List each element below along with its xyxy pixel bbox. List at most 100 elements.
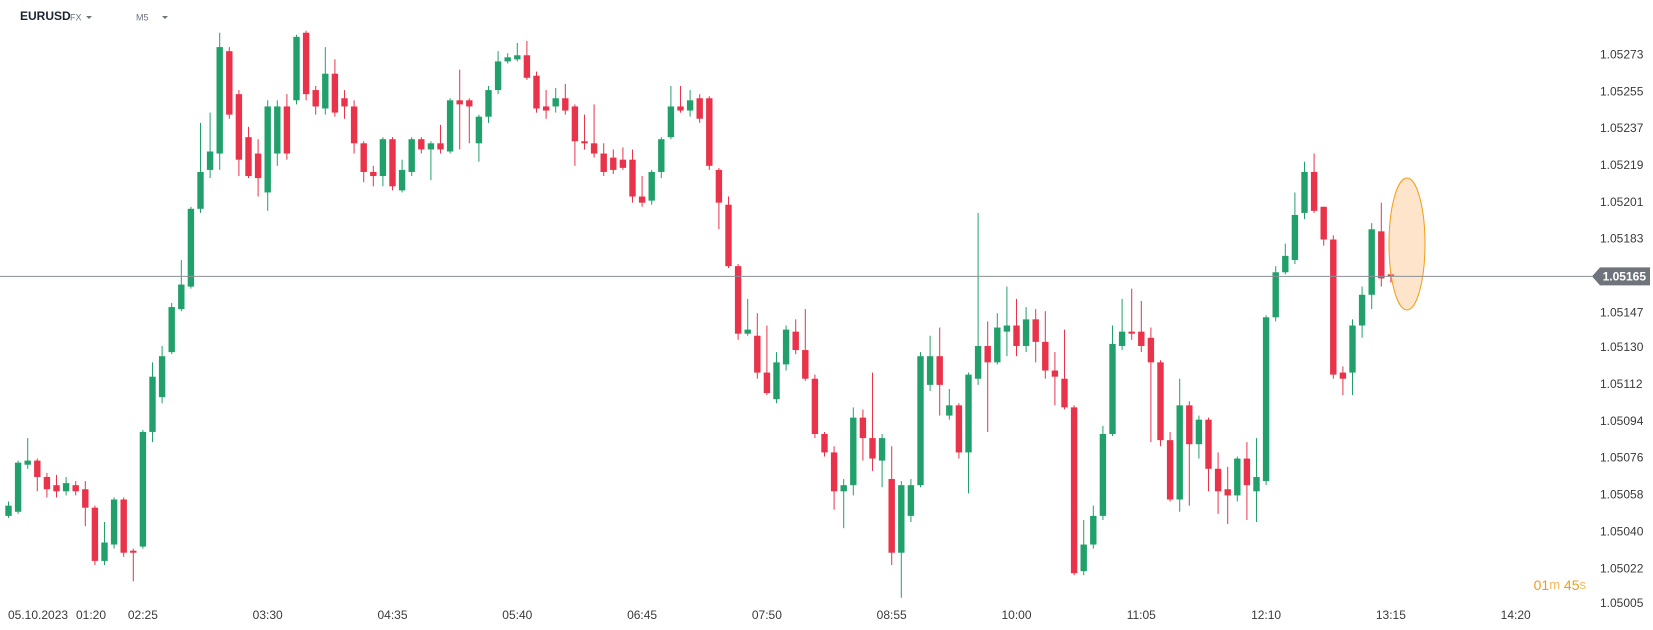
candle-body xyxy=(283,106,291,154)
candle-body xyxy=(446,100,454,152)
candle-body xyxy=(811,378,819,434)
candle-body xyxy=(667,106,675,138)
candle-body xyxy=(869,438,876,459)
candle-body xyxy=(984,345,991,363)
candle-body xyxy=(744,329,751,334)
candle-body xyxy=(677,106,684,111)
candle-body xyxy=(72,485,79,492)
candle-body xyxy=(485,90,492,117)
candle-body xyxy=(206,151,214,170)
candle-body xyxy=(1368,229,1375,295)
candle-body xyxy=(91,507,99,561)
candle-body xyxy=(130,550,137,553)
seconds: 45 xyxy=(1564,577,1580,593)
candle-body xyxy=(830,452,838,492)
current-price-tag xyxy=(1592,267,1650,286)
candle-body xyxy=(638,196,646,203)
y-tick-label: 1.05201 xyxy=(1600,195,1644,209)
x-tick-label: 11:05 xyxy=(1127,608,1156,622)
candle-body xyxy=(1138,331,1145,346)
candle-body xyxy=(1330,239,1337,375)
x-tick-label: 08:55 xyxy=(877,608,907,622)
x-tick-label: 01:20 xyxy=(76,608,106,622)
candle-body xyxy=(466,100,473,107)
candle-body xyxy=(389,139,396,187)
x-tick-label: 07:50 xyxy=(752,608,782,622)
y-tick-label: 1.05058 xyxy=(1600,488,1644,502)
current-price-label: 1.05165 xyxy=(1603,270,1647,284)
candle-body xyxy=(552,98,559,107)
candle-body xyxy=(1022,319,1030,346)
candle-body xyxy=(859,417,867,439)
candle-body xyxy=(734,266,742,334)
candle-body xyxy=(264,106,271,193)
x-tick-label: 05:40 xyxy=(502,608,532,622)
candle-body xyxy=(341,98,348,107)
x-tick-label: 06:45 xyxy=(627,608,657,622)
candle-body xyxy=(850,417,857,486)
symbol[interactable]: EURUSD xyxy=(20,9,71,23)
candle-body xyxy=(648,171,655,201)
candle-body xyxy=(782,329,790,365)
symbol-dropdown[interactable] xyxy=(86,16,92,19)
candle-body xyxy=(1253,476,1260,492)
candle-body xyxy=(1109,343,1116,434)
interval[interactable]: M5 xyxy=(136,12,149,22)
candle-body xyxy=(878,438,886,461)
candle-body xyxy=(907,485,915,516)
candle-body xyxy=(53,485,60,492)
interval-dropdown[interactable] xyxy=(162,16,168,19)
candle-body xyxy=(1234,458,1241,496)
candle-body xyxy=(1042,341,1049,371)
minutes-unit: m xyxy=(1549,577,1560,592)
candle-body xyxy=(158,356,166,398)
y-tick-label: 1.05040 xyxy=(1600,524,1644,538)
y-tick-label: 1.05094 xyxy=(1600,414,1644,428)
candle-body xyxy=(293,36,300,101)
candle-body xyxy=(763,372,771,394)
candle-body xyxy=(187,208,195,287)
candle-body xyxy=(1128,331,1135,334)
candle-body xyxy=(840,485,847,492)
seconds-unit: s xyxy=(1580,577,1587,592)
candle-body xyxy=(514,55,521,60)
candle-body xyxy=(1186,405,1193,445)
candle-body xyxy=(1061,378,1068,408)
y-tick-label: 1.05147 xyxy=(1600,305,1644,319)
highlight xyxy=(1388,177,1426,311)
x-tick-label: 14:20 xyxy=(1501,608,1531,622)
candle-body xyxy=(254,153,262,179)
candle-body xyxy=(802,350,809,379)
candle-body xyxy=(936,356,943,385)
candle-body xyxy=(1166,440,1174,500)
candle-body xyxy=(571,106,579,142)
market: FX xyxy=(70,12,82,22)
candle-body xyxy=(725,204,732,267)
x-tick-label: 04:35 xyxy=(377,608,407,622)
candle-body xyxy=(542,106,550,111)
candle-body xyxy=(197,171,204,209)
candle-body xyxy=(1349,325,1356,373)
candle-body xyxy=(610,157,617,170)
candle-body xyxy=(888,479,895,553)
candle-body xyxy=(456,100,463,105)
y-tick-label: 1.05112 xyxy=(1600,377,1643,391)
candle-body xyxy=(1080,544,1087,572)
candle-body xyxy=(1224,489,1231,496)
candle-body xyxy=(1358,294,1366,326)
candle-body xyxy=(43,476,51,490)
y-tick-label: 1.05005 xyxy=(1600,596,1644,610)
y-tick-label: 1.05237 xyxy=(1600,121,1644,135)
candle-body xyxy=(1070,407,1078,574)
candle-body xyxy=(120,499,127,553)
candle-body xyxy=(1272,272,1279,318)
y-tick-label: 1.05219 xyxy=(1600,158,1644,172)
candle-body xyxy=(533,75,540,109)
candle-body xyxy=(974,345,982,379)
date-label: 05.10.2023 xyxy=(8,608,68,622)
y-tick-label: 1.05183 xyxy=(1600,232,1644,246)
candle-body xyxy=(1310,171,1318,211)
candle-body xyxy=(994,327,1001,363)
countdown: 01m 45s xyxy=(1534,577,1587,593)
